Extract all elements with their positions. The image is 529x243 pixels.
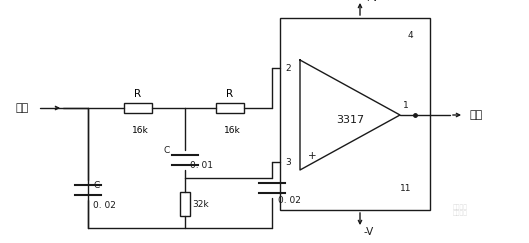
Text: 4: 4: [408, 32, 414, 41]
Text: 0. 02: 0. 02: [93, 200, 116, 209]
FancyBboxPatch shape: [216, 103, 244, 113]
Text: -V: -V: [364, 227, 374, 237]
Text: +: +: [308, 151, 317, 161]
Text: 0. 02: 0. 02: [278, 196, 301, 205]
Text: 0. 01: 0. 01: [190, 160, 213, 170]
Text: 32k: 32k: [192, 200, 208, 208]
Text: 11: 11: [400, 183, 412, 192]
Text: R: R: [226, 89, 234, 99]
Text: 3317: 3317: [336, 115, 364, 125]
Text: 输入: 输入: [15, 103, 28, 113]
Text: 16k: 16k: [132, 126, 148, 135]
Text: C: C: [93, 181, 99, 190]
Text: 16k: 16k: [224, 126, 240, 135]
Text: 题目标准
标准标准: 题目标准 标准标准: [452, 204, 468, 216]
Text: C: C: [163, 146, 169, 155]
Text: +V: +V: [364, 0, 380, 3]
Text: 3: 3: [285, 157, 291, 166]
Text: 2: 2: [285, 63, 290, 72]
FancyBboxPatch shape: [180, 192, 190, 216]
Text: 输出: 输出: [470, 110, 484, 120]
FancyBboxPatch shape: [124, 103, 152, 113]
Text: R: R: [134, 89, 142, 99]
Bar: [280, 18, 430, 210]
Text: 1: 1: [403, 101, 409, 110]
